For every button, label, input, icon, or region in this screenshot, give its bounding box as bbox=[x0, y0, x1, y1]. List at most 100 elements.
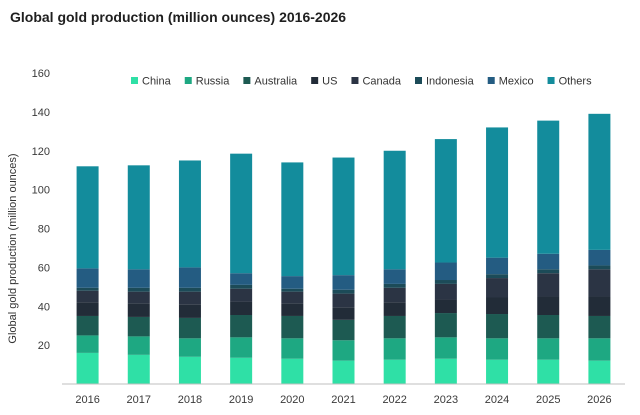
x-tick-label: 2021 bbox=[331, 394, 355, 406]
legend-label: China bbox=[142, 76, 172, 88]
bar-segment-australia-2016 bbox=[76, 315, 99, 336]
bar-segment-australia-2019 bbox=[230, 315, 253, 338]
bar-segment-others-2022 bbox=[383, 150, 406, 270]
legend-label: Australia bbox=[254, 76, 298, 88]
bar-segment-canada-2016 bbox=[76, 290, 99, 303]
chart-title: Global gold production (million ounces) … bbox=[10, 9, 347, 25]
legend-swatch bbox=[487, 77, 495, 84]
legend-swatch bbox=[131, 77, 138, 84]
legend-label: Mexico bbox=[499, 76, 534, 88]
bar-segment-russia-2026 bbox=[588, 338, 611, 361]
legend-swatch bbox=[243, 77, 251, 84]
bar-segment-china-2017 bbox=[127, 354, 150, 384]
bar-segment-us-2020 bbox=[281, 303, 304, 316]
legend-label: Canada bbox=[362, 76, 401, 88]
legend-item-australia: Australia bbox=[243, 76, 298, 88]
bar-segment-canada-2019 bbox=[230, 288, 253, 302]
x-tick-label: 2022 bbox=[382, 394, 406, 406]
bar-segment-russia-2021 bbox=[332, 340, 355, 361]
y-tick-label: 80 bbox=[38, 224, 50, 236]
bar-segment-others-2024 bbox=[486, 127, 509, 258]
bar-segment-indonesia-2018 bbox=[178, 287, 201, 292]
bar-segment-indonesia-2021 bbox=[332, 289, 355, 294]
legend-swatch bbox=[184, 77, 192, 84]
bar-segment-us-2016 bbox=[76, 302, 99, 316]
y-axis: 20 40 60 80 100 120 140 160 bbox=[32, 68, 50, 352]
bar-segment-us-2019 bbox=[230, 301, 253, 315]
bar-segment-australia-2020 bbox=[281, 315, 304, 339]
bar-segment-canada-2024 bbox=[486, 278, 509, 298]
bar-segment-china-2018 bbox=[178, 356, 201, 384]
bar-segment-russia-2023 bbox=[434, 337, 457, 359]
bar-segment-russia-2016 bbox=[76, 335, 99, 353]
legend-label: US bbox=[322, 76, 337, 88]
legend-label: Indonesia bbox=[426, 76, 475, 88]
bar-segment-canada-2026 bbox=[588, 269, 611, 297]
bar-segment-others-2018 bbox=[178, 160, 201, 268]
y-tick-label: 160 bbox=[32, 68, 50, 80]
bar-segment-us-2026 bbox=[588, 296, 611, 316]
bar-segment-australia-2022 bbox=[383, 315, 406, 339]
x-tick-label: 2019 bbox=[229, 394, 253, 406]
bar-segment-us-2017 bbox=[127, 303, 150, 317]
bar-segment-china-2023 bbox=[434, 358, 457, 384]
legend-item-russia: Russia bbox=[184, 76, 231, 88]
bar-segment-others-2023 bbox=[434, 139, 457, 263]
bar-segment-indonesia-2017 bbox=[127, 287, 150, 292]
bar-segment-canada-2025 bbox=[537, 273, 560, 297]
legend-label: Russia bbox=[196, 76, 231, 88]
bar-segment-mexico-2022 bbox=[383, 269, 406, 284]
bar-segment-china-2016 bbox=[76, 352, 99, 384]
y-tick-label: 40 bbox=[38, 301, 50, 313]
bar-segment-indonesia-2016 bbox=[76, 287, 99, 291]
bar-segment-mexico-2016 bbox=[76, 268, 99, 288]
bar-segment-mexico-2025 bbox=[537, 253, 560, 270]
legend-swatch bbox=[351, 77, 359, 84]
bar-segment-china-2021 bbox=[332, 360, 355, 384]
bar-segment-canada-2018 bbox=[178, 291, 201, 305]
legend-item-china: China bbox=[131, 76, 172, 88]
bar-segment-others-2017 bbox=[127, 165, 150, 270]
legend-item-canada: Canada bbox=[351, 76, 402, 88]
bar-segment-others-2026 bbox=[588, 113, 611, 250]
legend-swatch bbox=[311, 77, 319, 84]
x-tick-label: 2024 bbox=[485, 394, 509, 406]
x-tick-label: 2023 bbox=[434, 394, 458, 406]
y-axis-label: Global gold production (million ounces) bbox=[7, 153, 19, 343]
legend-label: Others bbox=[559, 76, 593, 88]
bar-segment-canada-2021 bbox=[332, 293, 355, 308]
bar-segment-us-2024 bbox=[486, 297, 509, 315]
bar-segment-russia-2024 bbox=[486, 338, 509, 360]
y-tick-label: 100 bbox=[32, 185, 50, 197]
bar-segment-others-2020 bbox=[281, 162, 304, 277]
bar-segment-mexico-2024 bbox=[486, 257, 509, 275]
bar-segment-australia-2024 bbox=[486, 314, 509, 339]
x-tick-label: 2017 bbox=[127, 394, 151, 406]
legend-item-indonesia: Indonesia bbox=[415, 76, 475, 88]
bar-segment-australia-2021 bbox=[332, 319, 355, 341]
bar-segment-indonesia-2020 bbox=[281, 288, 304, 292]
bar-segment-indonesia-2022 bbox=[383, 283, 406, 288]
bar-segment-us-2018 bbox=[178, 304, 201, 318]
bar-segment-mexico-2017 bbox=[127, 269, 150, 288]
legend-swatch bbox=[415, 77, 422, 84]
bar-segment-china-2022 bbox=[383, 359, 406, 384]
bar-segment-russia-2019 bbox=[230, 337, 253, 358]
y-tick-label: 60 bbox=[38, 262, 50, 274]
bar-segment-mexico-2018 bbox=[178, 267, 201, 288]
legend-item-mexico: Mexico bbox=[487, 76, 534, 88]
bar-segment-russia-2025 bbox=[537, 338, 560, 360]
legend: China Russia Australia US Canada Indonesia Mex… bbox=[131, 76, 592, 88]
bar-segment-china-2019 bbox=[230, 357, 253, 384]
x-tick-label: 2020 bbox=[280, 394, 304, 406]
bar-segment-australia-2017 bbox=[127, 316, 150, 337]
bar-segment-us-2022 bbox=[383, 302, 406, 316]
bar-segment-china-2025 bbox=[537, 359, 560, 384]
bar-segment-us-2021 bbox=[332, 307, 355, 320]
bar-segment-others-2019 bbox=[230, 153, 253, 274]
bar-segment-russia-2020 bbox=[281, 338, 304, 359]
bar-segment-russia-2018 bbox=[178, 338, 201, 357]
bar-segment-us-2023 bbox=[434, 299, 457, 314]
bar-segment-australia-2025 bbox=[537, 315, 560, 339]
bar-segment-russia-2022 bbox=[383, 338, 406, 360]
